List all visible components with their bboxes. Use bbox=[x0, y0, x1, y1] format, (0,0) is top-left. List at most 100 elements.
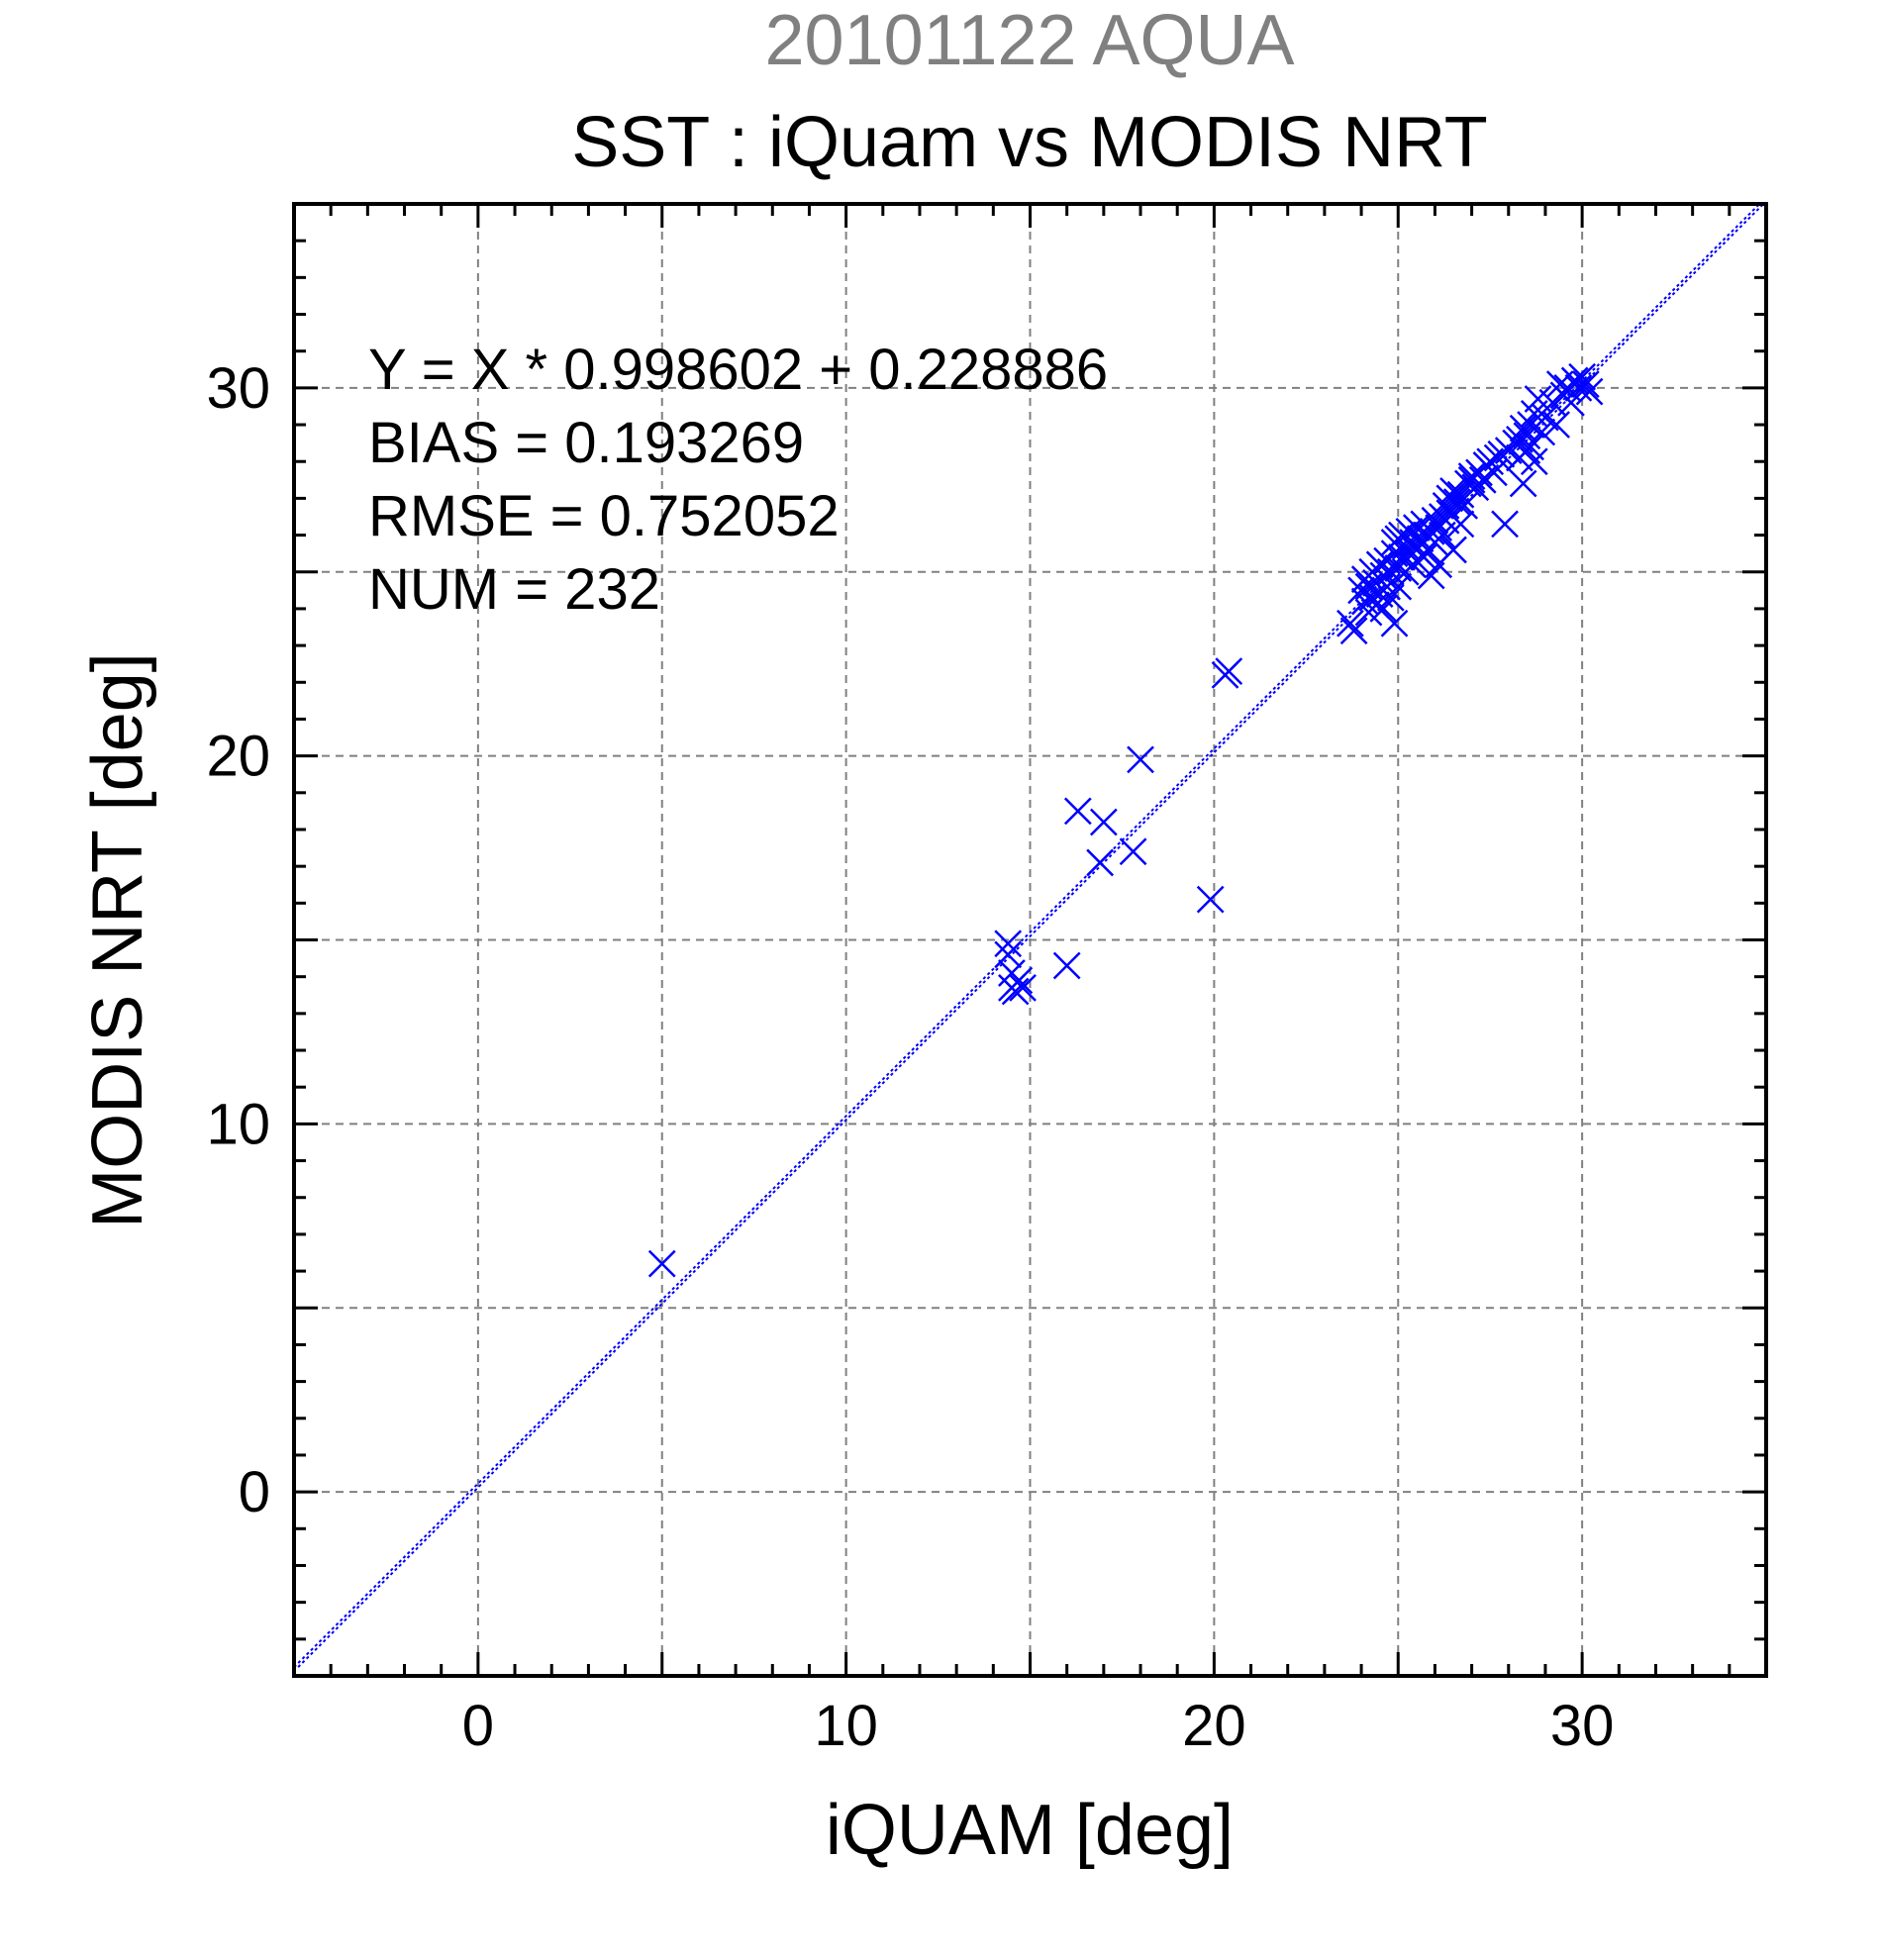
point-stroke-b bbox=[1436, 484, 1464, 513]
scatter-point bbox=[1568, 362, 1597, 391]
scatter-point bbox=[1564, 373, 1593, 402]
scatter-point bbox=[1560, 366, 1589, 395]
point-stroke-b bbox=[1089, 808, 1118, 836]
y-tick-label: 20 bbox=[206, 725, 270, 789]
scatter-point bbox=[1196, 885, 1225, 914]
stats-box: Y = X * 0.998602 + 0.228886 BIAS = 0.193… bbox=[368, 338, 1108, 622]
point-stroke-b bbox=[1446, 510, 1475, 539]
fit-line bbox=[294, 204, 1761, 1668]
point-stroke-b bbox=[1439, 477, 1467, 505]
point-stroke-b bbox=[1491, 510, 1519, 539]
scatter-point bbox=[1509, 469, 1537, 498]
point-stroke-b bbox=[1215, 657, 1243, 686]
point-stroke-b bbox=[1001, 977, 1030, 1006]
point-stroke-b bbox=[1564, 373, 1593, 402]
y-tick-label: 0 bbox=[239, 1460, 270, 1524]
point-stroke-b bbox=[647, 1249, 676, 1278]
point-stroke-b bbox=[1384, 572, 1413, 601]
rmse-value: RMSE = 0.752052 bbox=[368, 484, 840, 548]
point-stroke-b bbox=[994, 930, 1023, 958]
point-stroke-b bbox=[1450, 491, 1479, 520]
scatter-point bbox=[1509, 414, 1537, 442]
point-stroke-b bbox=[1571, 370, 1600, 399]
point-stroke-b bbox=[1542, 411, 1570, 439]
point-stroke-b bbox=[1365, 550, 1394, 579]
point-stroke-b bbox=[994, 940, 1023, 969]
scatter-point bbox=[1063, 797, 1092, 826]
scatter-point bbox=[1557, 388, 1585, 417]
point-stroke-b bbox=[1509, 469, 1537, 498]
point-stroke-b bbox=[1524, 385, 1552, 413]
scatter-point bbox=[1052, 951, 1081, 980]
point-stroke-b bbox=[1009, 973, 1037, 1002]
y-tick-label: 30 bbox=[206, 356, 270, 421]
scatter-point bbox=[1384, 572, 1413, 601]
point-stroke-b bbox=[1388, 521, 1416, 549]
y-tick-label: 10 bbox=[206, 1092, 270, 1156]
scatter-point bbox=[1442, 488, 1471, 517]
scatter-point bbox=[647, 1249, 676, 1278]
scatter-point bbox=[1439, 477, 1467, 505]
scatter-point bbox=[1127, 745, 1154, 774]
num-value: NUM = 232 bbox=[368, 557, 660, 622]
point-stroke-b bbox=[1052, 951, 1081, 980]
scatter-point bbox=[1491, 510, 1519, 539]
scatter-point bbox=[1086, 848, 1115, 877]
tick-labels: 0 10 20 30 0 10 20 30 bbox=[206, 356, 1614, 1758]
scatter-point bbox=[1005, 966, 1034, 995]
point-stroke-b bbox=[1380, 609, 1409, 637]
scatter-point bbox=[1380, 609, 1409, 637]
x-tick-label: 20 bbox=[1182, 1694, 1246, 1758]
scatter-point bbox=[1009, 973, 1037, 1002]
point-stroke-b bbox=[1421, 506, 1449, 535]
fit-equation: Y = X * 0.998602 + 0.228886 bbox=[368, 338, 1108, 402]
chart-subtitle: 20101122 AQUA bbox=[764, 1, 1294, 80]
x-axis-label: iQUAM [deg] bbox=[826, 1791, 1234, 1870]
data-points bbox=[647, 362, 1604, 1278]
point-stroke-b bbox=[1517, 411, 1544, 439]
point-stroke-b bbox=[1127, 745, 1154, 774]
point-stroke-b bbox=[1442, 488, 1471, 517]
scatter-point bbox=[1119, 837, 1147, 866]
point-stroke-b bbox=[1439, 536, 1467, 564]
bias-value: BIAS = 0.193269 bbox=[368, 411, 804, 475]
chart-title: SST : iQuam vs MODIS NRT bbox=[571, 103, 1488, 182]
point-stroke-b bbox=[1410, 542, 1438, 571]
scatter-point bbox=[1450, 491, 1479, 520]
grid bbox=[294, 204, 1766, 1676]
scatter-point bbox=[994, 930, 1023, 958]
point-stroke-b bbox=[1557, 388, 1585, 417]
scatter-point bbox=[1571, 370, 1600, 399]
scatter-point bbox=[1001, 977, 1030, 1006]
scatter-point bbox=[1439, 536, 1467, 564]
point-stroke-b bbox=[1086, 848, 1115, 877]
point-stroke-b bbox=[1487, 440, 1516, 468]
scatter-point bbox=[1457, 462, 1486, 490]
scatter-point bbox=[1089, 808, 1118, 836]
scatter-point bbox=[1542, 411, 1570, 439]
scatter-point bbox=[994, 940, 1023, 969]
point-stroke-b bbox=[1063, 797, 1092, 826]
point-stroke-b bbox=[1336, 609, 1364, 637]
point-stroke-b bbox=[1362, 591, 1390, 620]
scatter-point bbox=[1410, 542, 1438, 571]
scatter-point bbox=[1575, 377, 1604, 406]
point-stroke-b bbox=[1575, 377, 1604, 406]
x-tick-label: 30 bbox=[1550, 1694, 1615, 1758]
point-stroke-b bbox=[1339, 617, 1368, 645]
x-tick-label: 10 bbox=[814, 1694, 878, 1758]
point-stroke-b bbox=[1517, 433, 1544, 461]
scatter-point bbox=[1446, 510, 1475, 539]
scatter-point bbox=[1520, 447, 1548, 476]
point-stroke-b bbox=[1457, 462, 1486, 490]
point-stroke-b bbox=[1347, 576, 1375, 605]
scatter-point bbox=[1339, 617, 1368, 645]
scatter-point bbox=[1336, 609, 1364, 637]
point-stroke-b bbox=[1560, 366, 1589, 395]
point-stroke-b bbox=[1005, 966, 1034, 995]
y-axis-label: MODIS NRT [deg] bbox=[78, 652, 157, 1228]
point-stroke-b bbox=[1520, 447, 1548, 476]
scatter-point bbox=[1487, 440, 1516, 468]
point-stroke-b bbox=[1196, 885, 1225, 914]
